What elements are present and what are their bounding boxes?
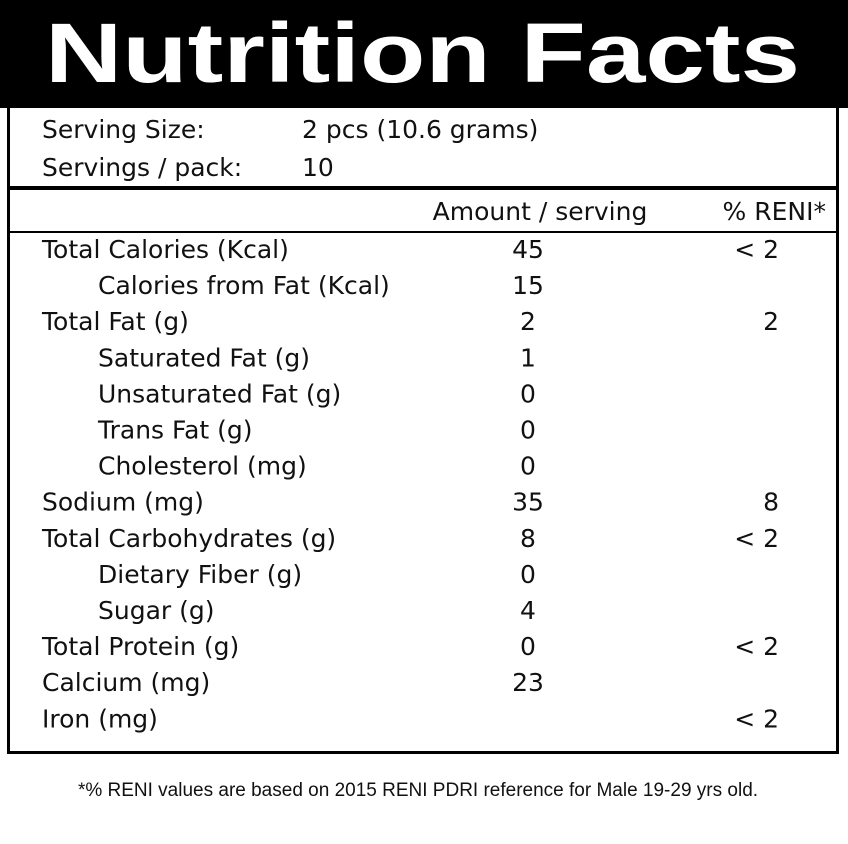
row-label: Total Calories (Kcal) [41,235,289,264]
divider [7,231,839,233]
reni: < 2 [734,704,779,733]
amount: 23 [512,668,544,697]
title-bar [0,0,848,108]
frame-right [836,100,839,754]
reni: 8 [763,488,779,517]
amount: 0 [520,379,536,408]
amount: 4 [520,596,536,625]
amount: 45 [512,235,544,264]
serving-value: 10 [302,153,334,182]
sub-row-label: Saturated Fat (g) [98,343,310,372]
row-label: Iron (mg) [42,704,158,733]
amount: 0 [520,416,536,445]
amount: 0 [520,452,536,481]
amount: 35 [512,488,544,517]
reni: < 2 [734,632,779,661]
sub-row-label: Sugar (g) [98,596,215,625]
serving-label: Serving Size: [42,115,205,144]
amount: 8 [520,524,536,553]
reni: 2 [763,307,779,336]
divider [7,751,839,754]
sub-row-label: Trans Fat (g) [97,416,253,445]
serving-label: Servings / pack: [42,153,242,182]
footnote: *% RENI values are based on 2015 RENI PD… [78,780,758,801]
amount: 2 [520,307,536,336]
amount: 15 [512,271,544,300]
amount: 0 [520,560,536,589]
reni: < 2 [734,524,779,553]
row-label: Total Protein (g) [41,632,239,661]
sub-row-label: Dietary Fiber (g) [98,560,302,589]
row-label: Calcium (mg) [42,668,210,697]
divider [7,186,839,190]
column-header: Amount / serving [433,197,648,226]
frame-left [7,100,10,754]
sub-row-label: Cholesterol (mg) [98,452,307,481]
serving-value: 2 pcs (10.6 grams) [302,115,538,144]
title: Nutrition Facts [45,6,800,100]
row-label: Sodium (mg) [42,488,204,517]
amount: 1 [520,343,536,372]
amount: 0 [520,632,536,661]
row-label: Total Fat (g) [41,307,189,336]
column-header: % RENI* [723,197,826,226]
reni: < 2 [734,235,779,264]
row-label: Total Carbohydrates (g) [41,524,336,553]
sub-row-label: Unsaturated Fat (g) [98,379,341,408]
sub-row-label: Calories from Fat (Kcal) [98,271,390,300]
